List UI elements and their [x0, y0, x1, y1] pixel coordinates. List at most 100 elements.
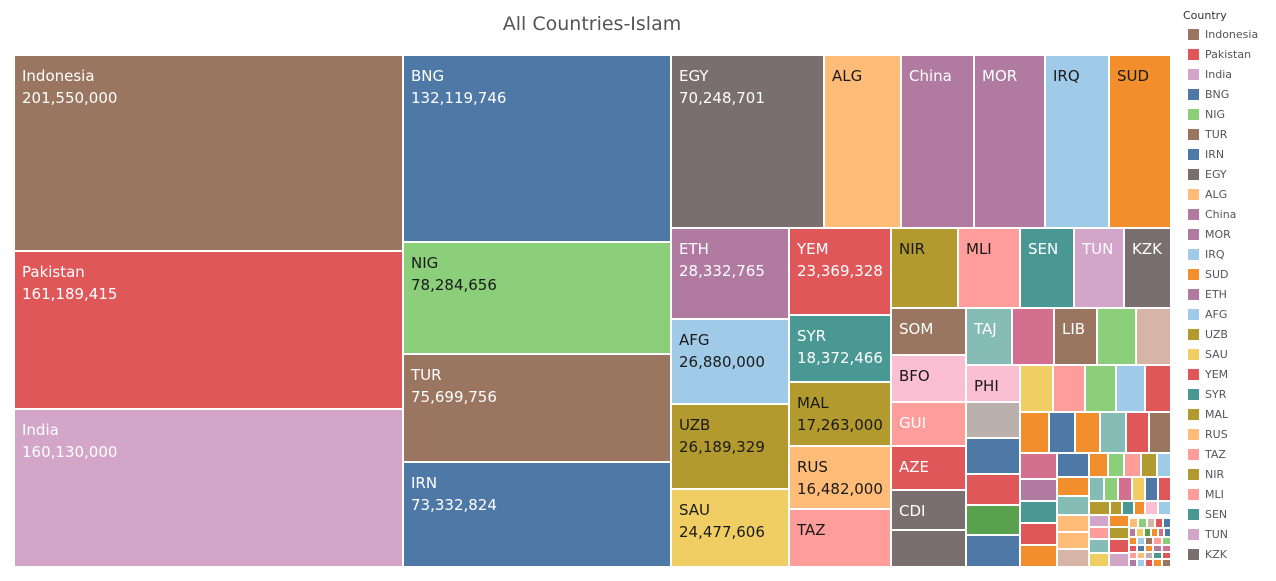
tile-taz[interactable]: TAZ	[789, 509, 891, 567]
tile-taj[interactable]: TAJ	[966, 308, 1012, 365]
tile-small[interactable]	[1097, 308, 1136, 365]
tile-small[interactable]	[1089, 477, 1104, 501]
legend-item-irq[interactable]: IRQ	[1183, 244, 1276, 264]
tile-mor[interactable]: MOR	[974, 55, 1045, 228]
tile-small[interactable]	[1149, 412, 1171, 453]
legend-item-irn[interactable]: IRN	[1183, 144, 1276, 164]
tile-kzk[interactable]: KZK	[1124, 228, 1171, 308]
tile-small[interactable]	[1100, 412, 1126, 453]
tile-small[interactable]	[1138, 518, 1147, 528]
legend-item-taz[interactable]: TAZ	[1183, 444, 1276, 464]
tile-small[interactable]	[1109, 553, 1129, 567]
tile-small[interactable]	[1089, 453, 1108, 477]
tile-uzb[interactable]: UZB 26,189,329	[671, 404, 789, 489]
tile-pakistan[interactable]: Pakistan 161,189,415	[14, 251, 403, 409]
tile-small[interactable]	[891, 530, 966, 567]
tile-small[interactable]	[1137, 537, 1145, 545]
tile-china[interactable]: China	[901, 55, 974, 228]
legend-item-kzk[interactable]: KZK	[1183, 544, 1276, 564]
tile-aze[interactable]: AZE	[891, 446, 966, 490]
legend-item-india[interactable]: India	[1183, 64, 1276, 84]
tile-small[interactable]	[1089, 539, 1109, 553]
tile-small[interactable]	[1145, 559, 1153, 567]
tile-sau[interactable]: SAU 24,477,606	[671, 489, 789, 567]
tile-small[interactable]	[1151, 528, 1158, 537]
legend-item-yem[interactable]: YEM	[1183, 364, 1276, 384]
tile-small[interactable]	[1109, 515, 1129, 527]
legend-item-mor[interactable]: MOR	[1183, 224, 1276, 244]
tile-small[interactable]	[1129, 545, 1137, 552]
tile-small[interactable]	[1109, 539, 1129, 553]
tile-small[interactable]	[1162, 552, 1171, 559]
tile-small[interactable]	[1164, 528, 1171, 537]
tile-small[interactable]	[1110, 501, 1122, 515]
tile-sud[interactable]: SUD	[1109, 55, 1171, 228]
tile-small[interactable]	[1118, 477, 1132, 501]
tile-small[interactable]	[1136, 528, 1144, 537]
tile-small[interactable]	[1153, 552, 1162, 559]
tile-small[interactable]	[966, 535, 1020, 567]
tile-afg[interactable]: AFG 26,880,000	[671, 319, 789, 404]
tile-small[interactable]	[1153, 559, 1162, 567]
tile-small[interactable]	[1020, 479, 1057, 501]
tile-small[interactable]	[1104, 477, 1118, 501]
tile-indonesia[interactable]: Indonesia 201,550,000	[14, 55, 403, 251]
tile-small[interactable]	[1144, 528, 1151, 537]
legend-item-pakistan[interactable]: Pakistan	[1183, 44, 1276, 64]
legend-item-rus[interactable]: RUS	[1183, 424, 1276, 444]
tile-small[interactable]	[1129, 537, 1137, 545]
tile-small[interactable]	[1057, 549, 1089, 567]
tile-small[interactable]	[1057, 532, 1089, 549]
tile-tur[interactable]: TUR 75,699,756	[403, 354, 671, 462]
tile-small[interactable]	[1075, 412, 1100, 453]
tile-small[interactable]	[1109, 527, 1129, 539]
tile-small[interactable]	[1145, 477, 1158, 501]
tile-yem[interactable]: YEM 23,369,328	[789, 228, 891, 315]
legend-item-nig[interactable]: NIG	[1183, 104, 1276, 124]
tile-irq[interactable]: IRQ	[1045, 55, 1109, 228]
tile-small[interactable]	[1158, 477, 1171, 501]
legend-item-afg[interactable]: AFG	[1183, 304, 1276, 324]
legend-item-sud[interactable]: SUD	[1183, 264, 1276, 284]
tile-small[interactable]	[1145, 552, 1153, 559]
legend-item-egy[interactable]: EGY	[1183, 164, 1276, 184]
tile-phi[interactable]: PHI	[966, 365, 1020, 402]
tile-eth[interactable]: ETH 28,332,765	[671, 228, 789, 319]
tile-small[interactable]	[1126, 412, 1149, 453]
tile-small[interactable]	[1145, 501, 1158, 515]
tile-small[interactable]	[1020, 545, 1057, 567]
tile-mli[interactable]: MLI	[958, 228, 1020, 308]
legend-item-tur[interactable]: TUR	[1183, 124, 1276, 144]
legend-item-sen[interactable]: SEN	[1183, 504, 1276, 524]
tile-small[interactable]	[1153, 545, 1162, 552]
tile-small[interactable]	[1129, 559, 1137, 567]
legend-item-sau[interactable]: SAU	[1183, 344, 1276, 364]
tile-small[interactable]	[1162, 537, 1171, 545]
tile-irn[interactable]: IRN 73,332,824	[403, 462, 671, 567]
tile-small[interactable]	[1020, 412, 1049, 453]
tile-small[interactable]	[1124, 453, 1141, 477]
tile-small[interactable]	[1136, 308, 1171, 365]
tile-bng[interactable]: BNG 132,119,746	[403, 55, 671, 242]
tile-small[interactable]	[1162, 545, 1171, 552]
tile-small[interactable]	[1020, 453, 1057, 479]
tile-small[interactable]	[1137, 545, 1145, 552]
tile-small[interactable]	[1020, 501, 1057, 523]
tile-nig[interactable]: NIG 78,284,656	[403, 242, 671, 354]
tile-small[interactable]	[1012, 308, 1054, 365]
tile-small[interactable]	[1141, 453, 1157, 477]
tile-lib[interactable]: LIB	[1054, 308, 1097, 365]
tile-small[interactable]	[1158, 528, 1164, 537]
tile-small[interactable]	[1137, 559, 1145, 567]
tile-small[interactable]	[1089, 501, 1110, 515]
legend-item-syr[interactable]: SYR	[1183, 384, 1276, 404]
tile-small[interactable]	[1129, 552, 1137, 559]
tile-small[interactable]	[1049, 412, 1075, 453]
tile-small[interactable]	[1134, 501, 1145, 515]
tile-bfo[interactable]: BFO	[891, 355, 966, 402]
tile-som[interactable]: SOM	[891, 308, 966, 355]
tile-small[interactable]	[1129, 528, 1136, 537]
tile-small[interactable]	[1157, 453, 1171, 477]
tile-small[interactable]	[966, 505, 1020, 535]
legend-item-bng[interactable]: BNG	[1183, 84, 1276, 104]
